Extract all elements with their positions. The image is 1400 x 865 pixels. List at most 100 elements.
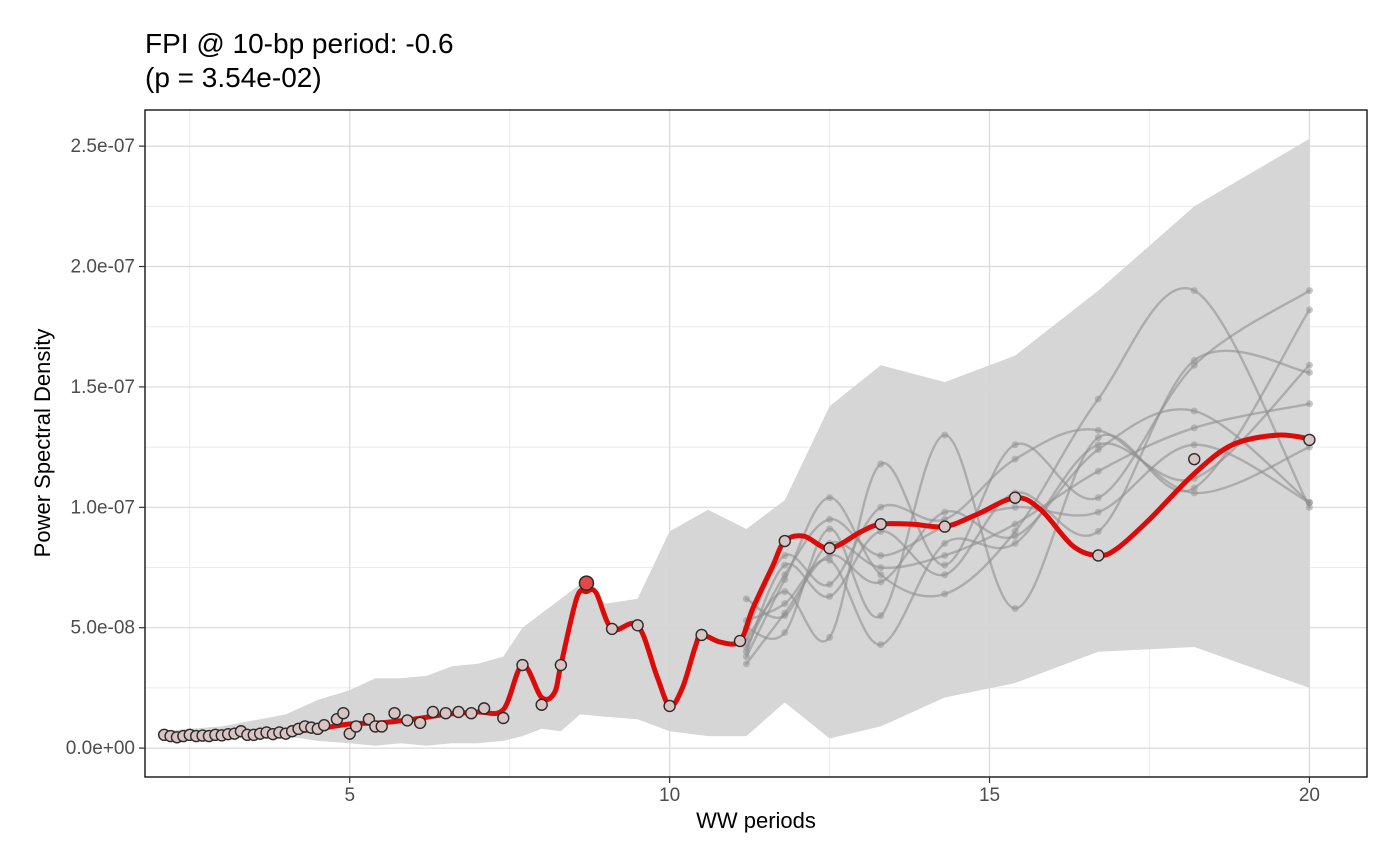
null-series-line [745,402,1311,619]
envelope-band [157,138,1310,746]
null-series-point [1094,467,1102,475]
observed-point [465,706,478,720]
null-series-point [1094,395,1102,403]
null-series-point [941,539,949,547]
chart-subtitle: (p = 3.54e-02) [145,62,322,93]
observed-point [388,706,401,720]
observed-point [554,658,568,672]
null-series-point [1190,424,1198,432]
observed-point [317,719,331,732]
plot-border [144,109,1368,778]
null-series-point [877,503,885,511]
null-series-point [781,571,789,579]
observed-point [452,705,465,719]
y-tick-label: 1.5e-07 [71,377,135,398]
null-series-point [877,578,885,586]
observed-point [375,720,388,733]
null-series-point [1011,604,1019,612]
null-series-point [742,648,750,656]
null-series-point [742,595,750,603]
null-series-point [1011,520,1019,528]
null-series-point [1305,361,1313,369]
null-series-point [826,556,834,564]
null-series-point [877,571,885,579]
null-series-point [877,641,885,649]
null-series-point [877,612,885,620]
null-series-point [1190,361,1198,369]
y-tick-label: 1.0e-07 [71,497,135,518]
null-series-point [1094,508,1102,516]
null-series-point [941,431,949,439]
null-series-point [826,515,834,523]
observed-point [349,720,363,733]
null-series-point [1305,400,1313,408]
null-series-point [1305,503,1313,511]
envelope-area [157,138,1310,746]
observed-point [439,706,452,720]
null-series-point [1190,489,1198,497]
y-tick-label: 0.0e+00 [66,738,135,759]
null-series-point [1305,368,1313,376]
observed-point [823,542,836,555]
null-series-point [826,580,834,588]
null-series-point [826,525,834,533]
observed-point [1008,491,1022,504]
null-series-point [941,590,949,598]
null-series-point [1190,287,1198,295]
null-series-point [1011,503,1019,511]
y-axis-ticks: 0.0e+00 5.0e-08 1.0e-07 1.5e-07 2.0e-07 2.5e-… [66,136,145,759]
observed-point [733,634,747,648]
null-series-point [1011,455,1019,463]
observed-point [535,698,548,711]
null-series-point [1094,494,1102,502]
null-series-point [826,633,834,641]
y-axis-title: Power Spectral Density [30,329,55,558]
null-series-point [1190,356,1198,364]
observed-point [938,520,951,533]
null-series-point [1094,441,1102,449]
x-axis-ticks: 5 10 15 20 [344,777,1320,806]
null-series-point [1094,446,1102,454]
null-series-point [781,629,789,637]
observed-point [695,628,708,642]
null-series-point [781,561,789,569]
observed-point [1303,433,1316,447]
null-series-point [781,551,789,559]
null-series-point [781,588,789,596]
null-series-point [742,660,750,668]
observed-point [1188,452,1201,466]
observed-point [605,622,619,636]
null-series-point [742,643,750,651]
observed-point [874,517,887,531]
observed-point [337,706,350,720]
null-series-point [941,508,949,516]
observed-point [497,711,510,725]
y-tick-label: 5.0e-08 [71,618,135,639]
observed-point [663,699,676,713]
observed-point [1092,549,1105,562]
null-series-point [1190,407,1198,415]
null-series-point [1011,441,1019,449]
null-series-point [781,612,789,620]
x-tick-label: 5 [344,785,355,806]
null-series-point [1305,498,1313,506]
y-tick-label: 2.5e-07 [71,136,135,157]
null-series-point [742,653,750,661]
x-tick-label: 20 [1299,785,1320,806]
null-series-point [877,551,885,559]
observed-point [401,714,414,727]
x-axis-title: WW periods [696,808,816,833]
null-series-point [1094,527,1102,535]
null-series-point [826,494,834,502]
null-series-point [1011,527,1019,535]
null-series-point [781,600,789,608]
observed-point [477,702,491,715]
null-series-point [1305,306,1313,314]
observed-point [426,705,440,719]
null-series-point [1094,426,1102,434]
null-series-point [941,571,949,579]
observed-point [778,534,791,548]
chart-title: FPI @ 10-bp period: -0.6 [145,28,454,59]
null-series-point [1094,433,1102,441]
